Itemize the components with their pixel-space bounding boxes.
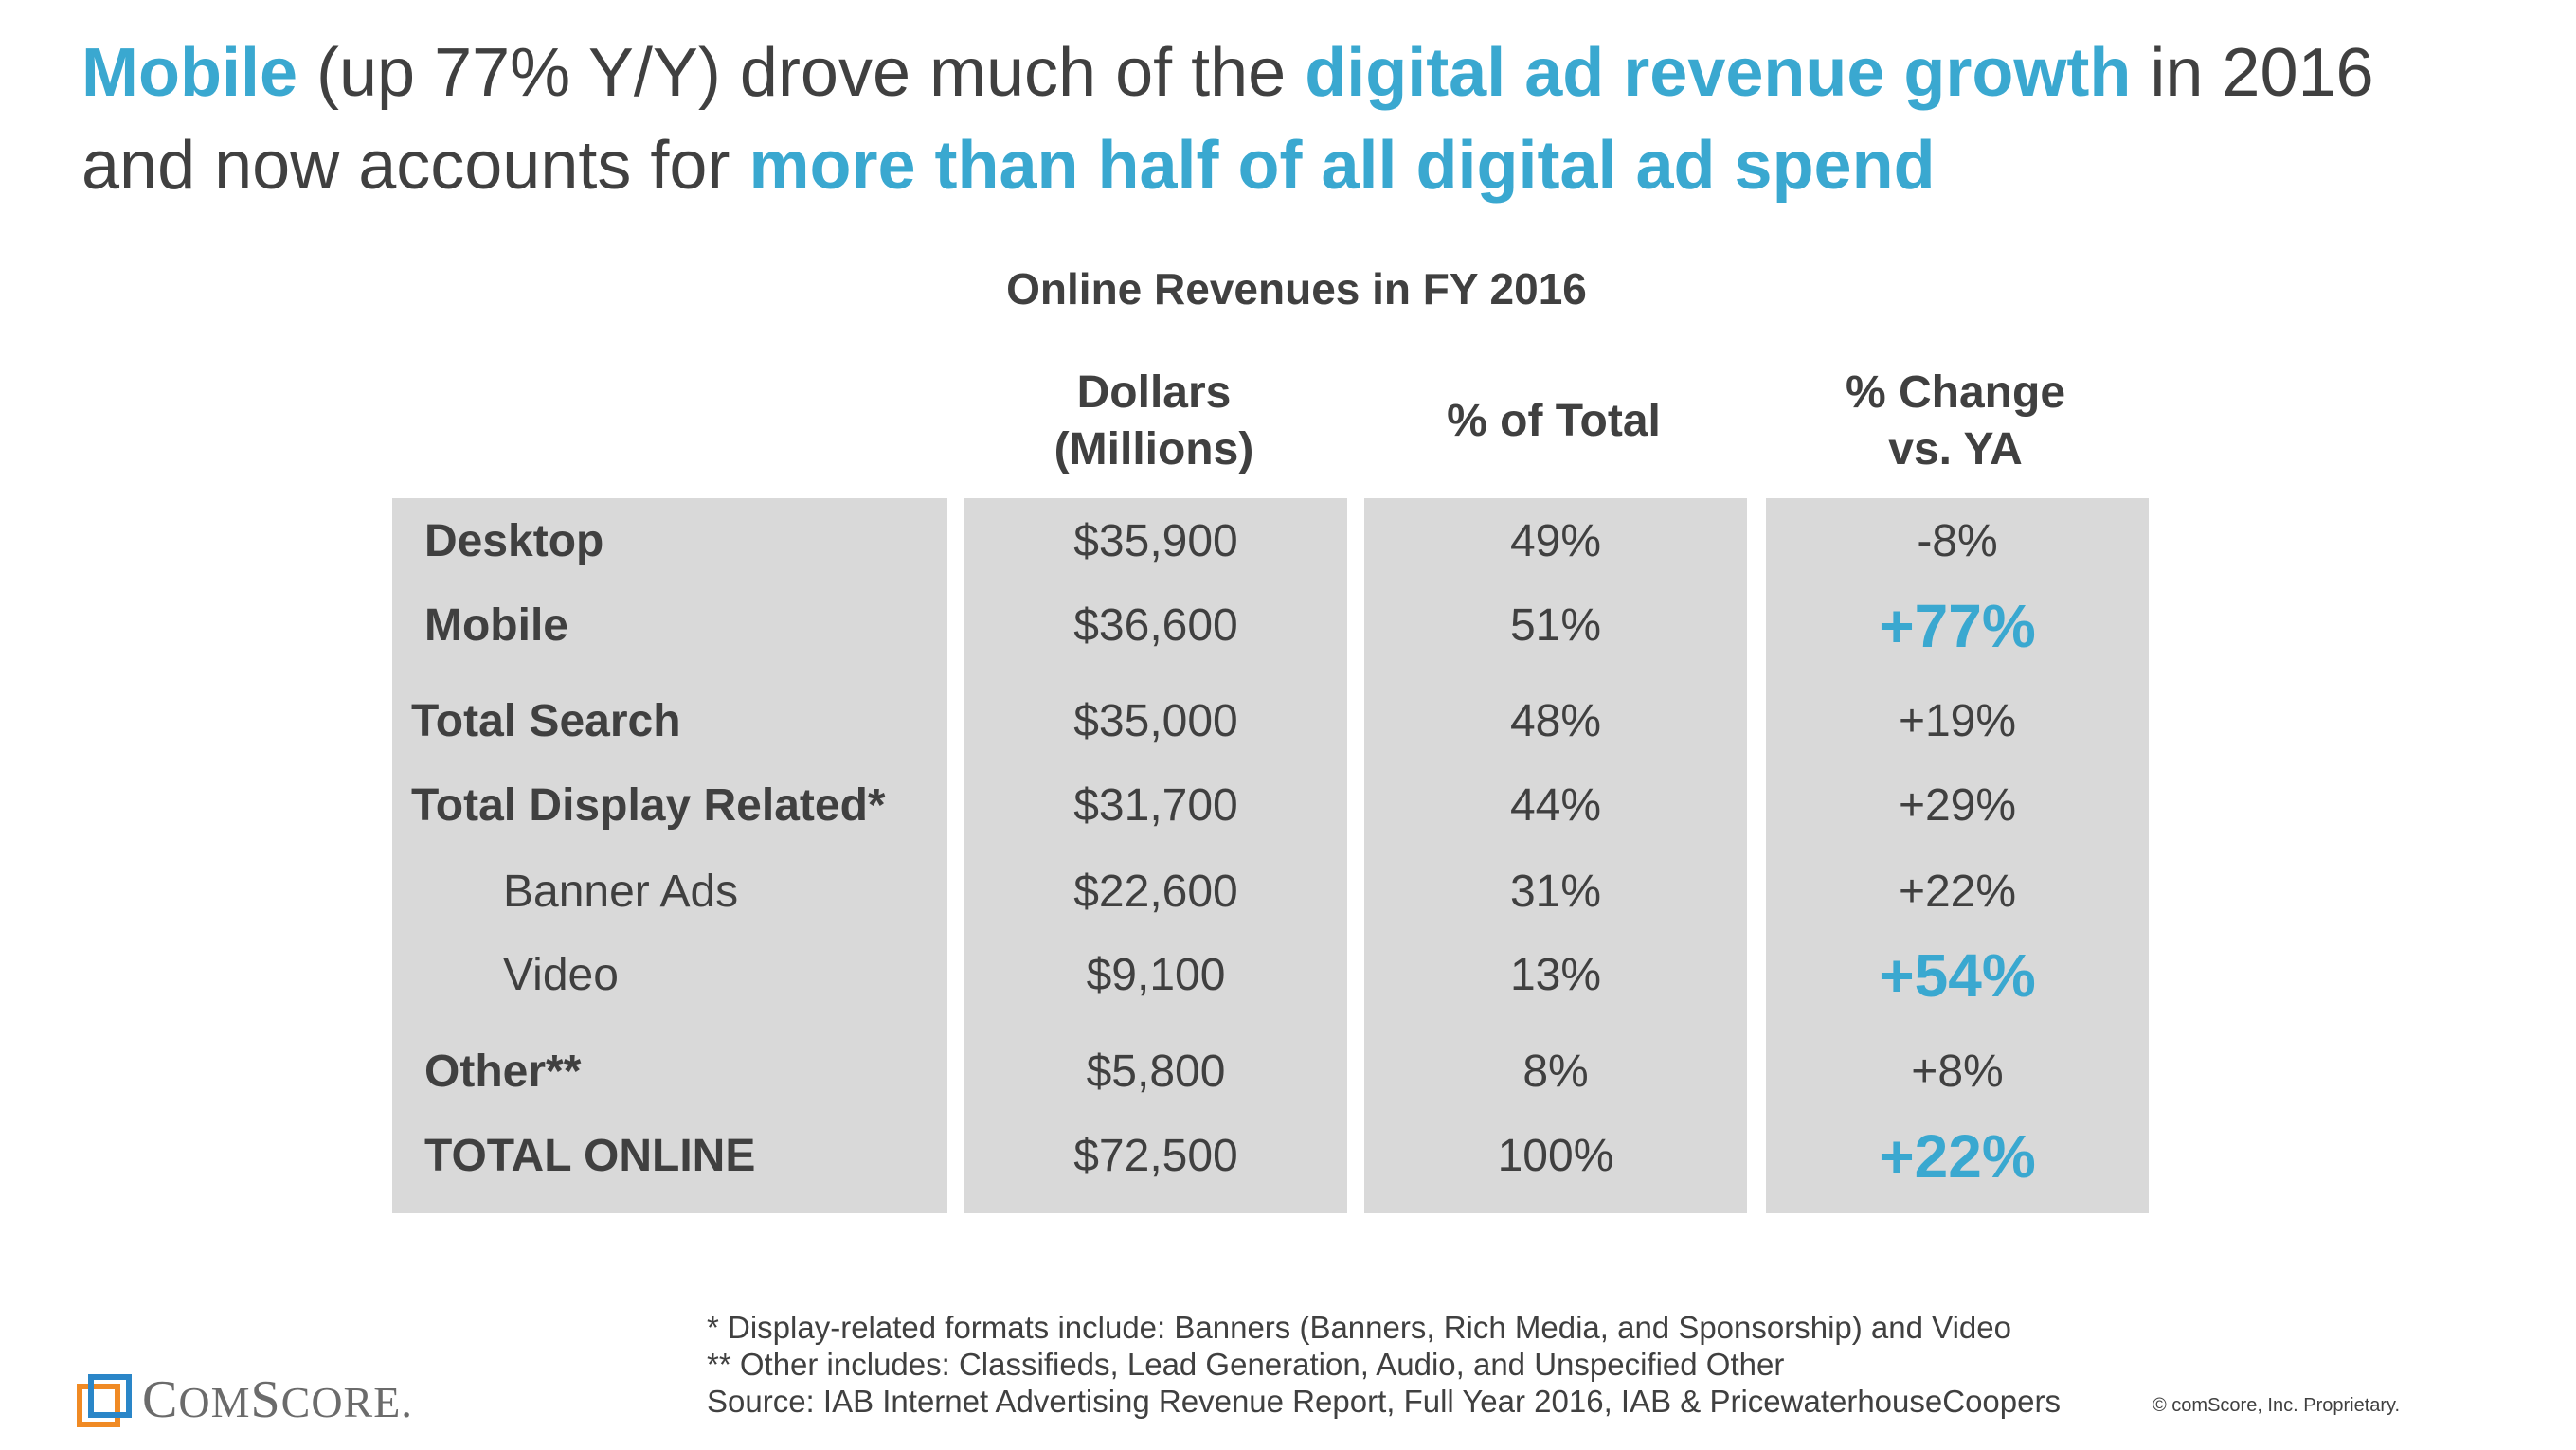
row-share: 44%	[1509, 780, 1602, 831]
headline-line1-segment-2: digital ad revenue growth	[1305, 35, 2132, 111]
row-dollars: $72,500	[1073, 1131, 1238, 1181]
headline-line-1: Mobile (up 77% Y/Y) drove much of the di…	[81, 27, 2507, 119]
column-header-dollars-line-2: (Millions)	[1054, 424, 1254, 474]
row-dollars: $35,000	[1073, 696, 1238, 746]
share-column-background	[1364, 498, 1747, 1213]
row-change: +77%	[1879, 592, 2036, 660]
headline-line1-segment-1: (up 77% Y/Y) drove much of the	[297, 35, 1306, 111]
headline-line2-segment-0: and now accounts for	[81, 128, 749, 204]
row-change: +29%	[1898, 780, 2017, 831]
wordmark-core: CORE	[280, 1378, 402, 1426]
headline-line2-segment-1: more than half of all digital ad spend	[748, 128, 1936, 204]
column-header-change-line-2: vs. YA	[1888, 424, 2023, 474]
row-share: 31%	[1509, 867, 1602, 917]
row-dollars: $22,600	[1073, 867, 1238, 917]
column-header-share: % of Total	[1364, 360, 1743, 483]
row-share: 48%	[1509, 696, 1602, 746]
table-title: Online Revenues in FY 2016	[1006, 264, 1587, 313]
wordmark-c: C	[142, 1370, 179, 1429]
column-header-share-line-1: % of Total	[1447, 396, 1661, 446]
row-share: 13%	[1509, 950, 1602, 1000]
row-share: 8%	[1522, 1047, 1589, 1097]
wordmark-s: S	[250, 1370, 281, 1429]
comscore-logo: COMSCORE.	[76, 1371, 413, 1431]
row-change: +19%	[1898, 696, 2017, 746]
row-share: 49%	[1509, 516, 1602, 566]
dollars-column-background	[964, 498, 1347, 1213]
footnote-source: Source: IAB Internet Advertising Revenue…	[707, 1384, 2061, 1419]
row-share: 100%	[1497, 1131, 1614, 1181]
headline-line1-segment-3: in 2016	[2131, 35, 2374, 111]
row-label: Video	[503, 950, 619, 1000]
row-label: Total Display Related*	[411, 780, 886, 831]
row-dollars: $35,900	[1073, 516, 1238, 566]
column-header-dollars-line-1: Dollars	[1076, 367, 1232, 418]
row-label: Other**	[424, 1047, 582, 1097]
row-dollars: $31,700	[1073, 780, 1238, 831]
row-dollars: $36,600	[1073, 600, 1238, 651]
row-dollars: $9,100	[1086, 950, 1226, 1000]
label-column-background	[392, 498, 947, 1213]
row-label: Desktop	[424, 516, 604, 566]
headline-line-2: and now accounts for more than half of a…	[81, 119, 2507, 212]
headline: Mobile (up 77% Y/Y) drove much of the di…	[81, 27, 2507, 212]
comscore-wordmark: COMSCORE.	[142, 1371, 413, 1431]
column-header-change: % Change vs. YA	[1766, 360, 2145, 483]
row-share: 51%	[1509, 600, 1602, 651]
wordmark-dot: .	[401, 1378, 413, 1426]
headline-line1-segment-0: Mobile	[81, 35, 297, 111]
row-label: TOTAL ONLINE	[424, 1131, 756, 1181]
wordmark-om: OM	[178, 1378, 251, 1426]
row-label: Total Search	[411, 696, 681, 746]
row-change: +8%	[1911, 1047, 2004, 1097]
row-change: +22%	[1898, 867, 2017, 917]
footnote-display: * Display-related formats include: Banne…	[707, 1310, 2011, 1345]
row-label: Banner Ads	[503, 867, 739, 917]
row-change: +54%	[1879, 941, 2036, 1010]
footnotes: * Display-related formats include: Banne…	[707, 1309, 2061, 1420]
comscore-logo-icon	[77, 1373, 132, 1427]
row-label: Mobile	[424, 600, 568, 651]
row-dollars: $5,800	[1086, 1047, 1226, 1097]
copyright-notice: © comScore, Inc. Proprietary.	[2153, 1395, 2401, 1416]
column-header-change-line-1: % Change	[1845, 367, 2066, 418]
row-change: +22%	[1879, 1122, 2036, 1190]
row-change: -8%	[1917, 516, 1998, 566]
footnote-other: ** Other includes: Classifieds, Lead Gen…	[707, 1347, 1785, 1382]
column-header-dollars: Dollars (Millions)	[964, 360, 1343, 483]
change-column-background	[1766, 498, 2149, 1213]
